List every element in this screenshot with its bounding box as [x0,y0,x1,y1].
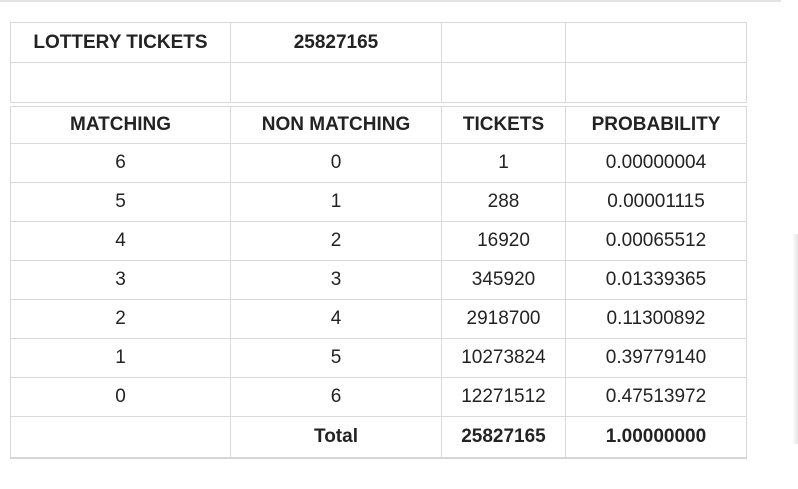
tickets-cell: 12271512 [441,377,566,417]
total-probability-cell: 1.00000000 [565,416,747,459]
non-matching-cell: 3 [230,260,442,300]
non-matching-cell: 6 [230,377,442,417]
summary-row: LOTTERY TICKETS 25827165 [10,22,747,63]
probability-cell: 0.00000004 [565,143,747,183]
top-divider-rule [0,0,781,2]
total-label-cell: Total [230,416,442,459]
probability-cell: 0.00065512 [565,221,747,261]
results-table: MATCHING NON MATCHING TICKETS PROBABILIT… [10,106,747,459]
matching-cell: 4 [10,221,231,261]
non-matching-cell: 1 [230,182,442,222]
column-header-tickets: TICKETS [441,106,566,144]
matching-cell: 2 [10,299,231,339]
total-tickets-cell: 25827165 [441,416,566,459]
empty-cell [10,416,231,459]
table-row: 3 3 345920 0.01339365 [10,260,747,300]
empty-cell [441,62,566,103]
empty-cell [230,62,442,103]
tickets-cell: 288 [441,182,566,222]
matching-cell: 6 [10,143,231,183]
summary-total-tickets-cell: 25827165 [230,22,442,63]
non-matching-cell: 5 [230,338,442,378]
column-header-probability: PROBABILITY [565,106,747,144]
non-matching-cell: 2 [230,221,442,261]
table-row: 4 2 16920 0.00065512 [10,221,747,261]
tickets-cell: 16920 [441,221,566,261]
matching-cell: 5 [10,182,231,222]
lottery-tables: LOTTERY TICKETS 25827165 MATCHING NON MA… [10,22,747,459]
total-row: Total 25827165 1.00000000 [10,416,747,459]
probability-cell: 0.00001115 [565,182,747,222]
tickets-cell: 345920 [441,260,566,300]
matching-cell: 0 [10,377,231,417]
scrollbar-thumb[interactable] [793,234,798,444]
matching-cell: 3 [10,260,231,300]
empty-cell [10,62,231,103]
empty-cell [441,22,566,63]
non-matching-cell: 0 [230,143,442,183]
summary-table: LOTTERY TICKETS 25827165 [10,22,747,103]
empty-cell [565,22,747,63]
non-matching-cell: 4 [230,299,442,339]
matching-cell: 1 [10,338,231,378]
probability-cell: 0.39779140 [565,338,747,378]
table-row: 2 4 2918700 0.11300892 [10,299,747,339]
probability-cell: 0.11300892 [565,299,747,339]
tickets-cell: 10273824 [441,338,566,378]
empty-cell [565,62,747,103]
table-row: 1 5 10273824 0.39779140 [10,338,747,378]
table-row: 5 1 288 0.00001115 [10,182,747,222]
column-header-non-matching: NON MATCHING [230,106,442,144]
table-row: 0 6 12271512 0.47513972 [10,377,747,417]
tickets-cell: 2918700 [441,299,566,339]
header-row: MATCHING NON MATCHING TICKETS PROBABILIT… [10,106,747,144]
probability-cell: 0.47513972 [565,377,747,417]
column-header-matching: MATCHING [10,106,231,144]
table-row: 6 0 1 0.00000004 [10,143,747,183]
spacer-row [10,62,747,103]
tickets-cell: 1 [441,143,566,183]
summary-title-cell: LOTTERY TICKETS [10,22,231,63]
probability-cell: 0.01339365 [565,260,747,300]
